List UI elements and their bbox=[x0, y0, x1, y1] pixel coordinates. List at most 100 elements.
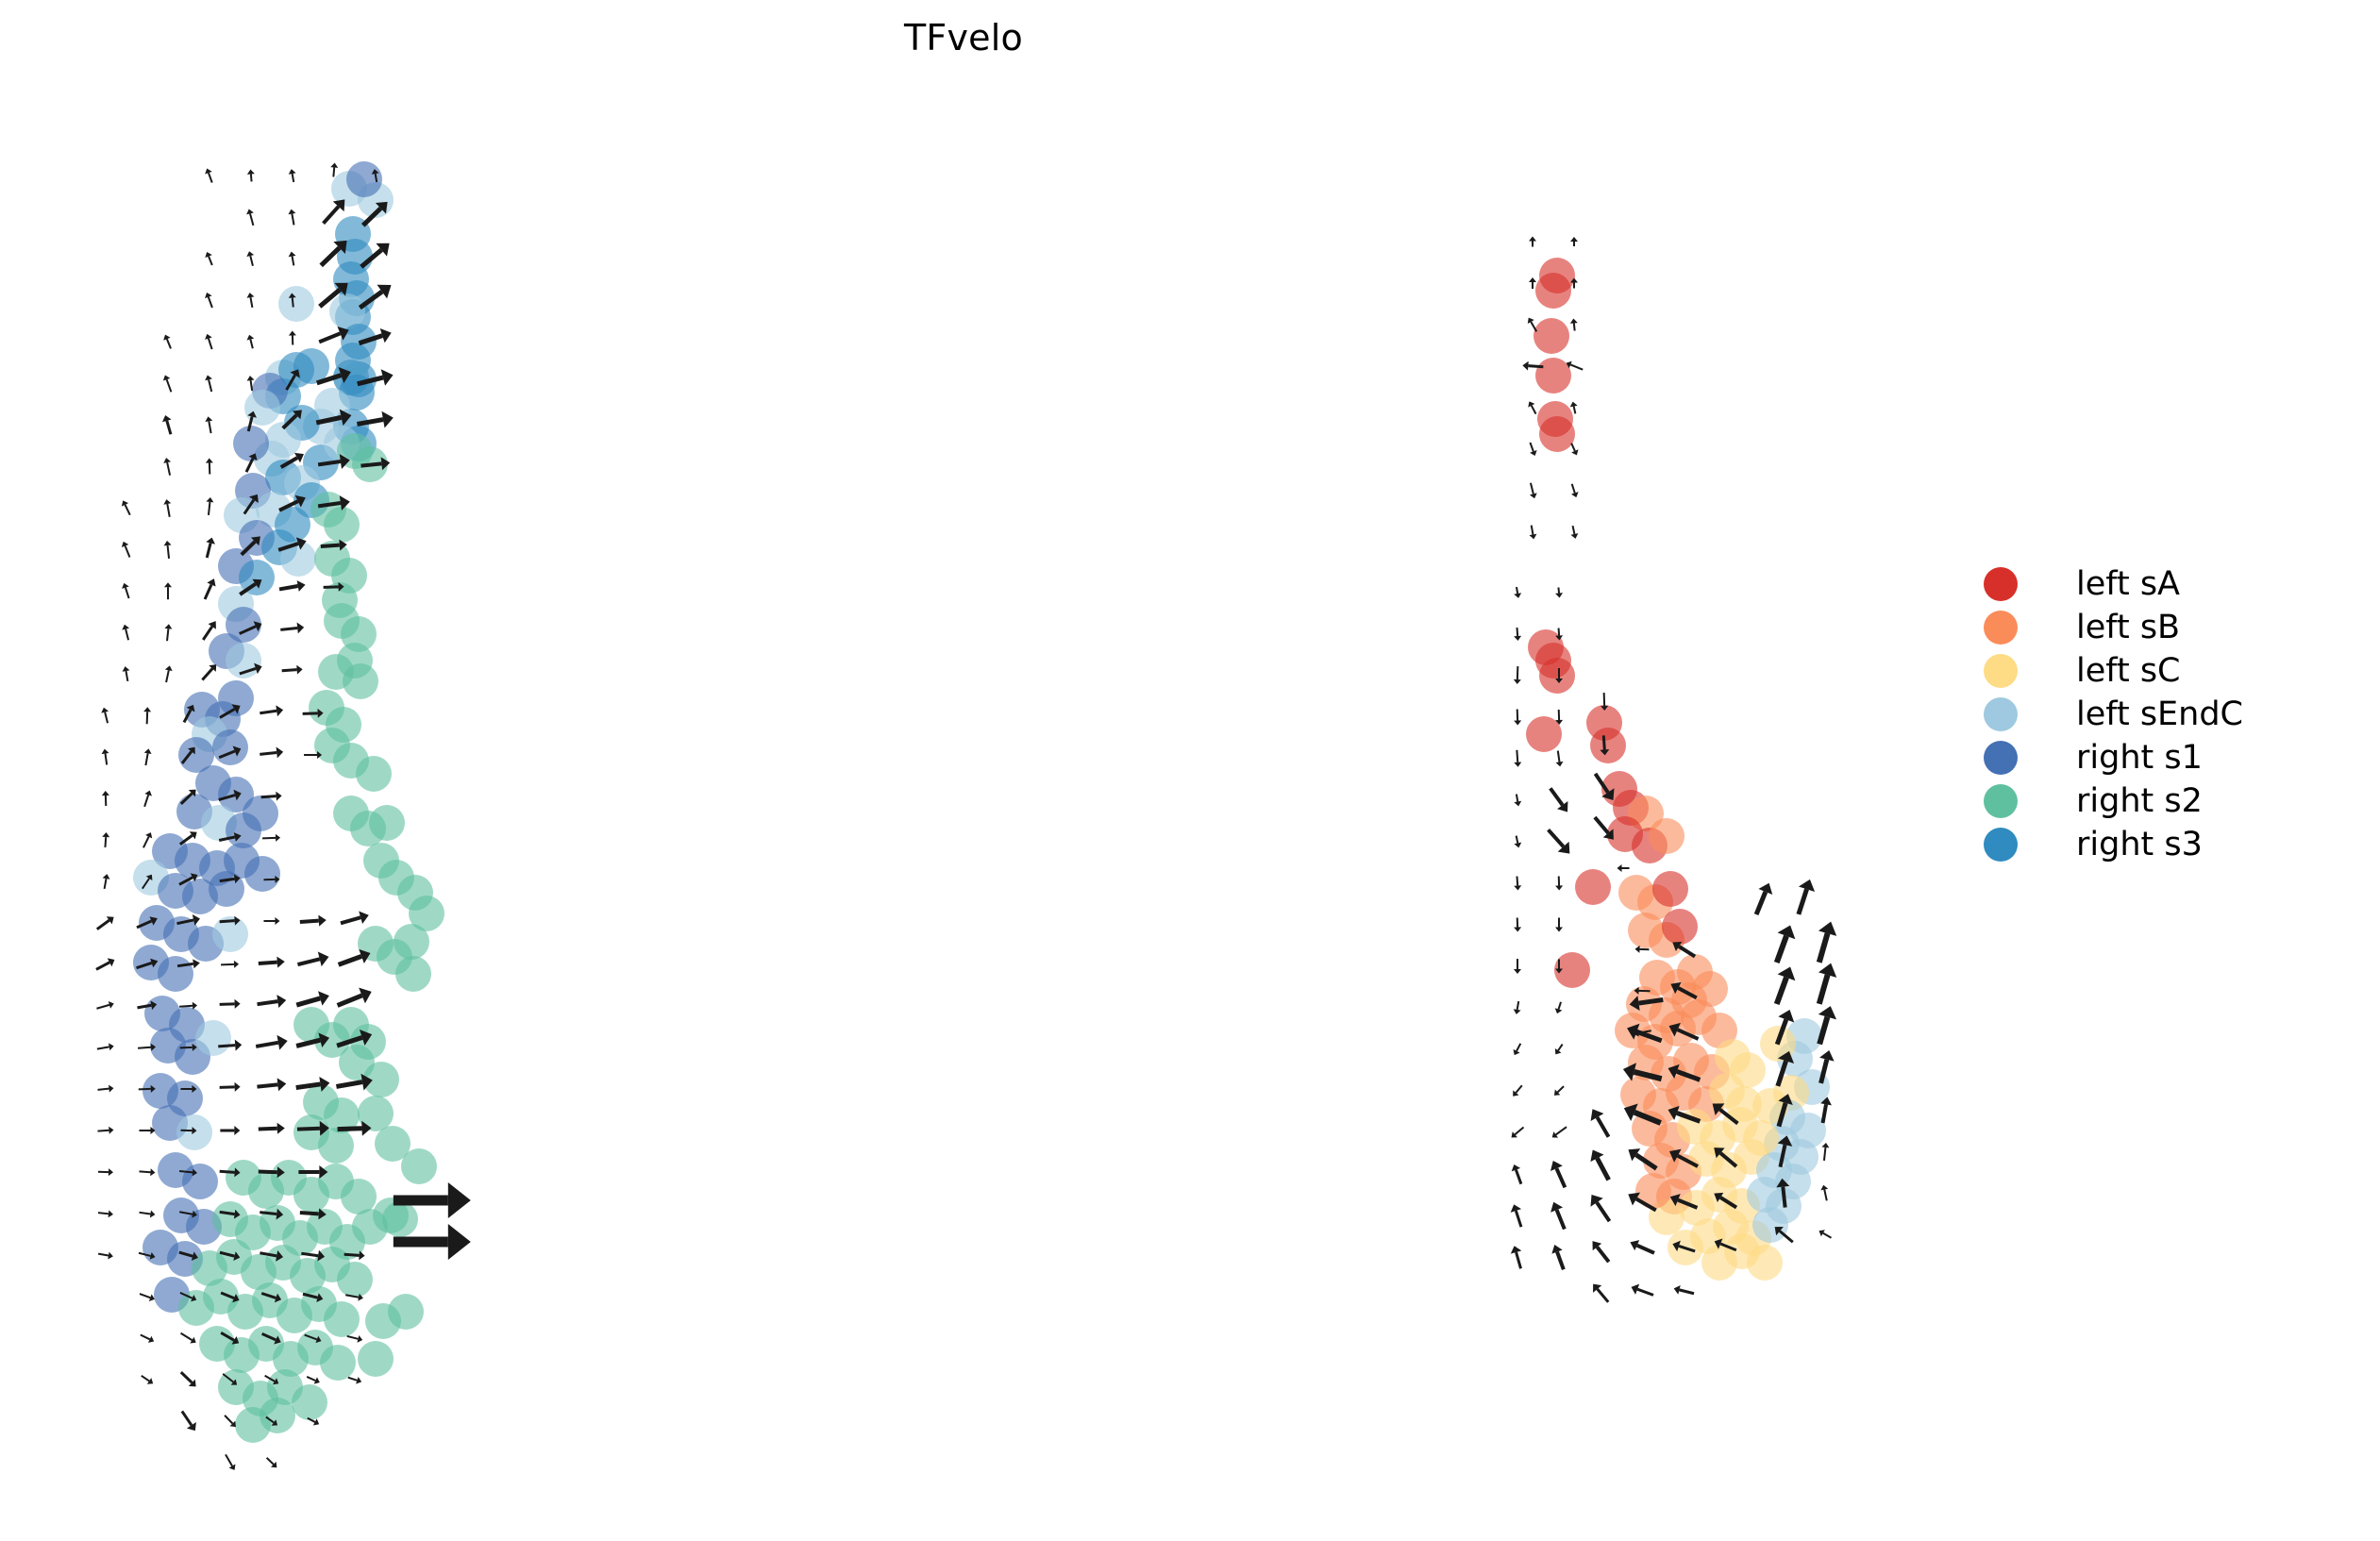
legend-color-swatch bbox=[1984, 784, 2018, 818]
velocity-arrow bbox=[1552, 1044, 1564, 1057]
velocity-arrow bbox=[1587, 1237, 1611, 1264]
scatter-point bbox=[375, 1126, 411, 1162]
velocity-arrow bbox=[1775, 1177, 1790, 1208]
scatter-point bbox=[209, 871, 244, 907]
velocity-arrow bbox=[1584, 1190, 1612, 1223]
velocity-arrow bbox=[1634, 986, 1651, 995]
scatter-point bbox=[320, 1345, 356, 1381]
velocity-arrow bbox=[1522, 360, 1544, 371]
scatter-point bbox=[243, 796, 278, 831]
scatter-point bbox=[339, 1045, 375, 1080]
velocity-arrow bbox=[1525, 399, 1537, 415]
velocity-arrow bbox=[1600, 735, 1610, 756]
velocity-arrow bbox=[1512, 1000, 1521, 1015]
velocity-arrow bbox=[1588, 1280, 1610, 1303]
scatter-point bbox=[1539, 658, 1575, 694]
scatter-point bbox=[158, 956, 193, 992]
scatter-point bbox=[395, 956, 431, 992]
velocity-arrow bbox=[1553, 1001, 1563, 1015]
velocity-arrow bbox=[1529, 482, 1538, 500]
legend-color-swatch bbox=[1984, 697, 2018, 731]
velocity-arrow bbox=[1796, 877, 1819, 915]
scatter-point bbox=[233, 426, 269, 461]
velocity-arrow bbox=[1549, 787, 1573, 816]
scatter-point bbox=[409, 896, 444, 931]
scatter-point bbox=[292, 1384, 327, 1420]
velocity-arrow bbox=[1547, 828, 1576, 859]
scatter-point bbox=[358, 1096, 394, 1131]
velocity-arrow bbox=[1510, 1084, 1523, 1099]
legend-color-swatch bbox=[1984, 611, 2018, 645]
scatter-point bbox=[226, 643, 261, 678]
velocity-arrow bbox=[1819, 1183, 1829, 1201]
legend-item-label: left sB bbox=[2076, 609, 2181, 646]
velocity-arrow bbox=[1672, 1283, 1695, 1296]
legend-item-label: left sEndC bbox=[2076, 695, 2243, 733]
velocity-arrow bbox=[1570, 483, 1581, 499]
scatter-point bbox=[182, 1164, 218, 1199]
velocity-arrow bbox=[1569, 318, 1578, 331]
velocity-arrow bbox=[1514, 794, 1523, 808]
velocity-arrow bbox=[1550, 1126, 1567, 1141]
velocity-arrow bbox=[1753, 879, 1776, 916]
legend-item-label: left sC bbox=[2076, 652, 2181, 690]
velocity-arrow bbox=[1555, 750, 1565, 767]
velocity-arrow bbox=[1555, 628, 1564, 641]
scatter-point bbox=[244, 856, 280, 892]
scatter-point bbox=[324, 1097, 360, 1133]
legend-item-label: right s2 bbox=[2076, 782, 2203, 820]
scatter-point bbox=[388, 1294, 424, 1330]
velocity-arrow bbox=[1820, 1096, 1834, 1124]
scatter-point bbox=[1539, 416, 1575, 452]
scatter-point bbox=[352, 446, 388, 482]
velocity-arrow bbox=[1634, 945, 1650, 953]
scatter-point bbox=[1662, 909, 1698, 945]
legend-item-right-s1[interactable]: right s1 bbox=[1972, 736, 2378, 779]
scatter-point bbox=[195, 1020, 231, 1056]
velocity-arrow bbox=[1514, 917, 1522, 932]
legend-item-label: left sA bbox=[2076, 565, 2180, 603]
scatter-point bbox=[1534, 318, 1569, 354]
scatter-point bbox=[278, 286, 314, 322]
legend-color-swatch bbox=[1984, 567, 2018, 601]
legend-item-label: right s3 bbox=[2076, 826, 2203, 863]
velocity-arrow bbox=[1508, 1126, 1525, 1141]
scatter-point bbox=[318, 1128, 354, 1164]
legend-color-swatch bbox=[1984, 828, 2018, 862]
velocity-arrow bbox=[1585, 1146, 1611, 1181]
legend-item-right-s3[interactable]: right s3 bbox=[1972, 823, 2378, 866]
scatter-point bbox=[1752, 1088, 1788, 1124]
scatter-point bbox=[293, 348, 329, 384]
legend-item-right-s2[interactable]: right s2 bbox=[1972, 779, 2378, 823]
scatter-point bbox=[1526, 716, 1562, 752]
scatter-point bbox=[356, 756, 392, 792]
velocity-arrow bbox=[1555, 587, 1564, 598]
velocity-arrow bbox=[1816, 918, 1840, 963]
scatter-point bbox=[176, 1114, 212, 1150]
legend-item-left-sa[interactable]: left sA bbox=[1972, 562, 2378, 606]
scatter-point bbox=[324, 507, 360, 543]
legend-item-left-sb[interactable]: left sB bbox=[1972, 606, 2378, 649]
scatter-point bbox=[1668, 1230, 1703, 1265]
scatter-point bbox=[1554, 952, 1590, 988]
legend-color-swatch bbox=[1984, 654, 2018, 688]
scatter-point bbox=[244, 390, 280, 426]
velocity-arrow bbox=[1601, 693, 1609, 712]
scatter-point bbox=[260, 1398, 295, 1433]
scatter-point bbox=[212, 729, 248, 765]
velocity-arrow bbox=[1549, 1242, 1566, 1271]
velocity-arrow bbox=[1627, 1236, 1655, 1255]
velocity-arrow bbox=[1555, 709, 1564, 726]
velocity-arrow bbox=[1514, 835, 1523, 849]
scatter-point bbox=[1752, 1207, 1788, 1243]
legend-item-left-sc[interactable]: left sC bbox=[1972, 649, 2378, 693]
velocity-arrow bbox=[1773, 922, 1800, 964]
velocity-arrow bbox=[1514, 586, 1522, 599]
legend-item-left-sendc[interactable]: left sEndC bbox=[1972, 693, 2378, 736]
scatter-point bbox=[280, 541, 316, 577]
scatter-point bbox=[1535, 273, 1571, 309]
velocity-arrow bbox=[1551, 1085, 1565, 1098]
scatter-point bbox=[1652, 871, 1688, 907]
scatter-point bbox=[369, 805, 405, 841]
legend-item-label: right s1 bbox=[2076, 739, 2203, 777]
